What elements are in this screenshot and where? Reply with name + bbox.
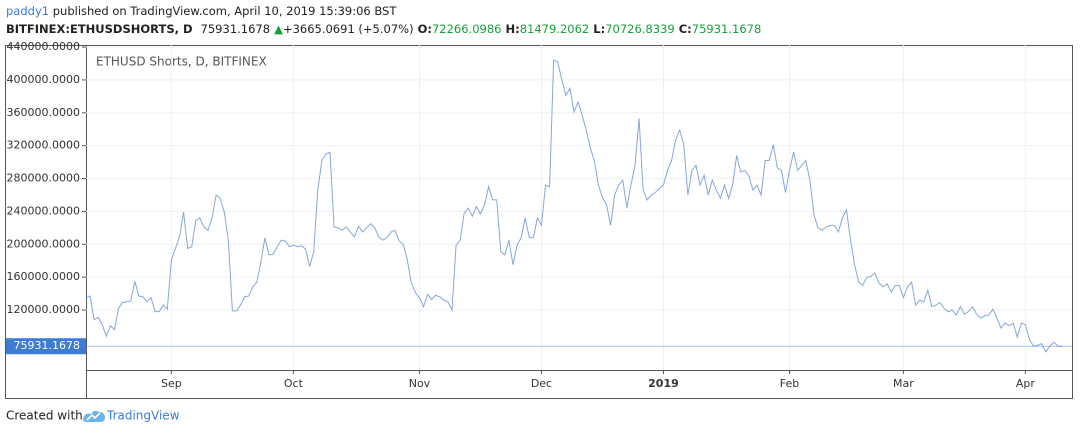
last: 75931.1678 — [200, 22, 271, 36]
y-tick-label: 400000.0000 — [7, 73, 80, 86]
y-tick-label: 160000.0000 — [7, 270, 80, 283]
logo — [83, 410, 105, 422]
close-label: C: — [678, 22, 692, 36]
open: 72266.0986 — [431, 22, 502, 36]
y-tick-label: 320000.0000 — [7, 139, 80, 152]
x-tick-label: Feb — [780, 377, 799, 390]
x-tick-label: Apr — [1016, 377, 1036, 390]
symbol: BITFINEX:ETHUSDSHORTS, D — [6, 22, 193, 36]
x-tick-label: Sep — [161, 377, 182, 390]
footer-text: Created with — [6, 409, 83, 423]
footer-brand[interactable]: TradingView — [106, 409, 180, 423]
price-line — [85, 59, 1063, 353]
frame — [5, 45, 1073, 399]
last-price-box — [6, 338, 86, 355]
last-price-label: 75931.1678 — [14, 339, 80, 352]
high: 81479.2062 — [519, 22, 590, 36]
header-line: paddy1 published on TradingView.com, Apr… — [6, 4, 396, 18]
x-tick-label: 2019 — [648, 377, 679, 390]
x-tick-label: Mar — [893, 377, 914, 390]
published: published on TradingView.com, April 10, … — [52, 4, 397, 18]
change: +3665.0691 (+5.07%) — [282, 22, 414, 36]
grid — [86, 45, 1072, 370]
high-label: H: — [505, 22, 520, 36]
quote-line: BITFINEX:ETHUSDSHORTS, D 75931.1678 ▲+36… — [6, 22, 761, 36]
legend: ETHUSD Shorts, D, BITFINEX — [96, 55, 267, 69]
close: 75931.1678 — [691, 22, 762, 36]
low: 70726.8339 — [605, 22, 675, 36]
y-tick-label: 240000.0000 — [7, 204, 80, 217]
open-label: O: — [417, 22, 432, 36]
y-tick-label: 120000.0000 — [7, 303, 80, 316]
x-tick-label: Oct — [284, 377, 304, 390]
arrow: ▲ — [274, 22, 283, 36]
y-tick-label: 200000.0000 — [7, 237, 80, 250]
x-tick-label: Nov — [409, 377, 431, 390]
y-tick-label: 280000.0000 — [7, 172, 80, 185]
y-tick-label: 440000.0000 — [7, 40, 80, 53]
low-label: L: — [593, 22, 606, 36]
x-tick-label: Dec — [531, 377, 552, 390]
y-tick-label: 360000.0000 — [7, 106, 80, 119]
author[interactable]: paddy1 — [6, 4, 50, 18]
